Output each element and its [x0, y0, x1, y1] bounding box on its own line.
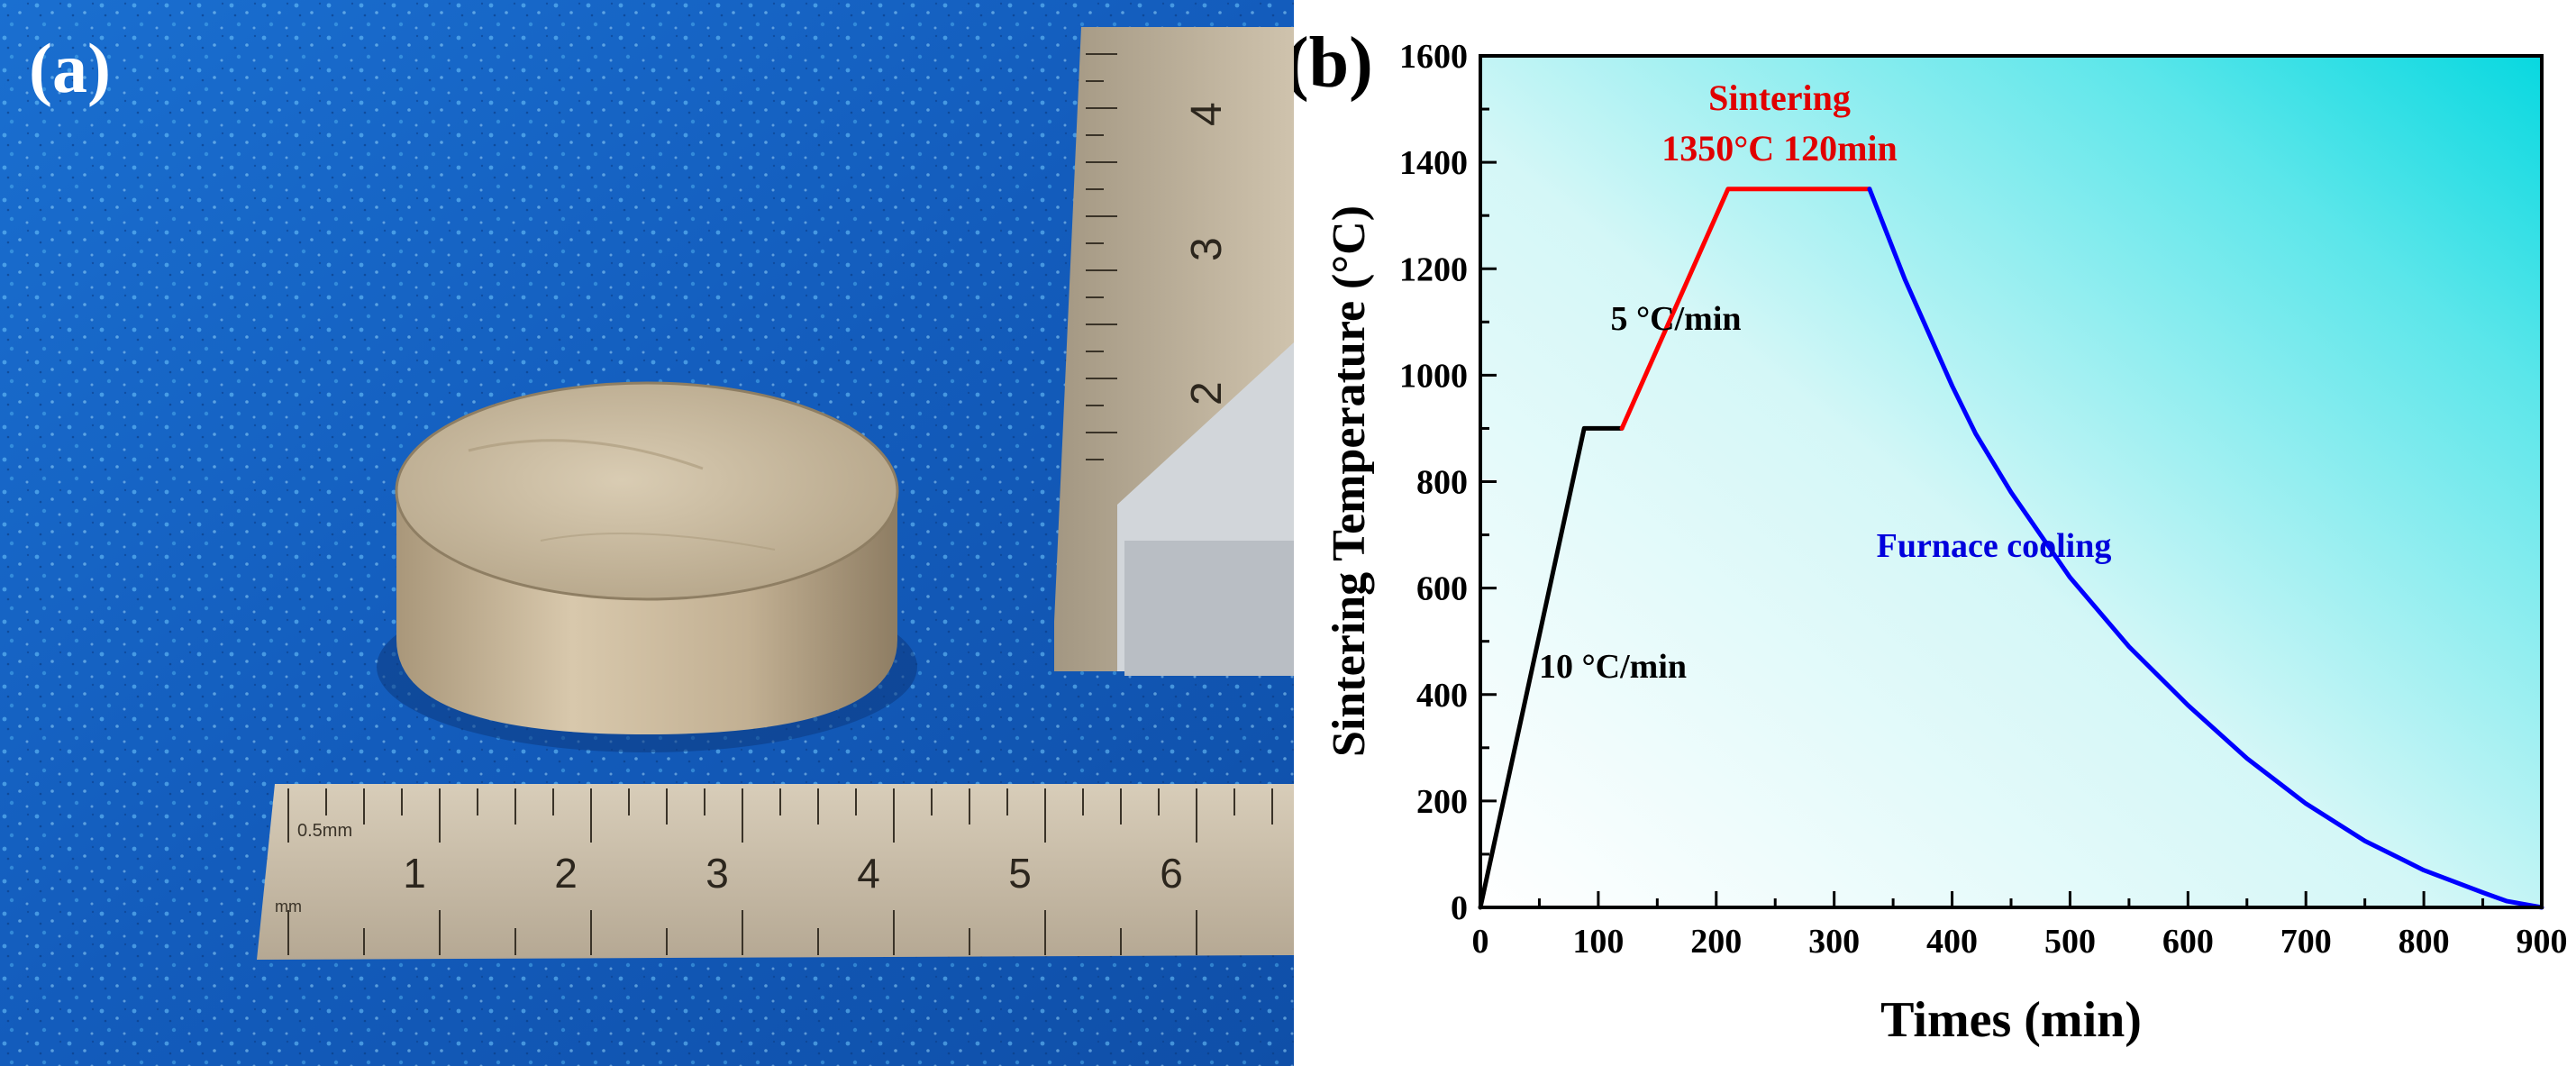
x-tick-label: 0	[1472, 923, 1489, 961]
sintered-cylinder-sample	[377, 381, 917, 752]
x-tick-label: 400	[1926, 923, 1978, 961]
heating-rate-5-annotation: 5 °C/min	[1610, 300, 1741, 338]
y-axis-label: Sintering Temperature (°C)	[1324, 205, 1375, 757]
x-tick-label: 200	[1690, 923, 1742, 961]
x-tick-label: 300	[1808, 923, 1860, 961]
ruler-number: 2	[554, 850, 578, 897]
sintering-params-annotation: 1350°C 120min	[1661, 128, 1898, 169]
x-axis-label: Times (min)	[1880, 992, 2142, 1048]
horizontal-ruler: 0.5mm mm 1 2 3 4 5 6	[257, 784, 1294, 960]
panel-b-label: (b)	[1294, 23, 1373, 103]
heating-segment-line	[1478, 425, 1625, 910]
ruler-number: 4	[857, 850, 880, 897]
vertical-ruler-number: 2	[1183, 381, 1231, 405]
heating-rate-10-annotation: 10 °C/min	[1539, 648, 1687, 686]
vertical-ruler: 2 3 4	[1054, 27, 1294, 676]
vertical-ruler-number: 3	[1183, 237, 1231, 261]
sample-photo-panel: 2 3 4	[0, 0, 1294, 1066]
y-tick-label: 400	[1416, 677, 1468, 715]
y-tick-label: 800	[1416, 464, 1468, 502]
sintering-title-annotation: Sintering	[1708, 77, 1851, 118]
ruler-unit-label: mm	[275, 897, 302, 916]
ruler-number: 1	[403, 850, 426, 897]
x-tick-label: 800	[2399, 923, 2450, 961]
x-tick-labels: 0 100 200 300 400 500 600 700 800 900	[1472, 923, 2568, 961]
sintering-segment-line	[1619, 187, 1872, 431]
temperature-profile	[1478, 187, 2544, 910]
furnace-cooling-annotation: Furnace cooling	[1877, 527, 2112, 565]
panel-a-label: (a)	[29, 29, 111, 107]
x-tick-label: 700	[2280, 923, 2332, 961]
x-tick-label: 100	[1572, 923, 1624, 961]
ruler-number: 3	[705, 850, 729, 897]
y-tick-label: 0	[1451, 889, 1468, 927]
y-tick-label: 200	[1416, 783, 1468, 821]
y-tick-labels: 0 200 400 600 800 1000 1200 1400 1600	[1399, 38, 1468, 927]
y-tick-label: 1600	[1399, 38, 1468, 76]
plot-area	[1480, 56, 2542, 907]
vertical-ruler-number: 4	[1183, 102, 1231, 126]
ruler-number: 6	[1160, 850, 1183, 897]
furnace-cooling-line	[1867, 187, 2544, 910]
y-tick-label: 1400	[1399, 144, 1468, 182]
plot-frame	[1479, 54, 2544, 909]
ruler-number: 5	[1008, 850, 1032, 897]
sintering-chart-panel: (b) 0 200 400 600 800 1000 1200 1400 1600 0 100 20…	[1294, 23, 2568, 1048]
x-tick-label: 600	[2162, 923, 2214, 961]
y-tick-label: 1200	[1399, 251, 1468, 288]
y-tick-label: 600	[1416, 570, 1468, 608]
x-tick-label: 900	[2517, 923, 2568, 961]
x-tick-label: 500	[2044, 923, 2096, 961]
y-tick-label: 1000	[1399, 357, 1468, 395]
ruler-unit-label: 0.5mm	[297, 821, 352, 841]
